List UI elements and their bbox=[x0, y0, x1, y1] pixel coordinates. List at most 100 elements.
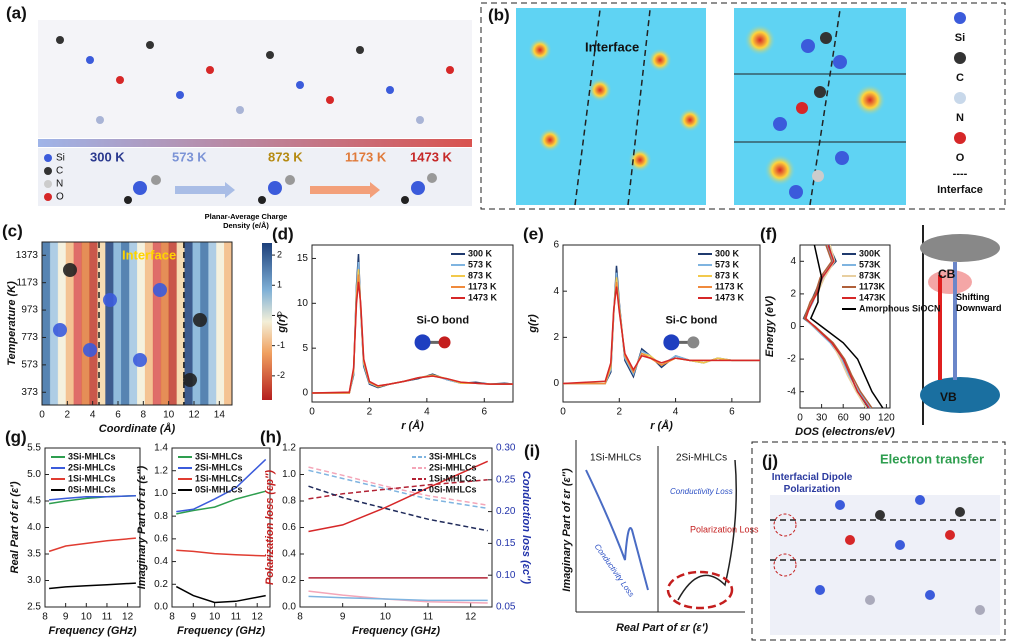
atoms bbox=[56, 36, 454, 124]
x-axis-label: Coordinate (Å) bbox=[99, 422, 176, 435]
y-tick-label: 1.4 bbox=[154, 443, 168, 454]
y-tick-label: 5 bbox=[302, 343, 308, 354]
series-line bbox=[176, 490, 266, 515]
y-tick-label: 5.5 bbox=[27, 443, 41, 454]
heatmap-stripe bbox=[49, 242, 59, 405]
colorbar-tick-label: -2 bbox=[277, 370, 285, 380]
y-tick-label: 4.5 bbox=[27, 496, 41, 507]
note: Polarization Loss bbox=[690, 524, 759, 534]
legend-label: 1Si-MHLCs bbox=[195, 473, 243, 483]
legend-label: 3Si-MHLCs bbox=[429, 451, 477, 461]
bond-icon bbox=[414, 334, 431, 351]
y-axis-label: Imaginary Part of εr (ε″) bbox=[561, 468, 573, 592]
y-tick-label: 1.2 bbox=[154, 465, 168, 476]
atom bbox=[133, 353, 147, 367]
y-tick-label: 3.5 bbox=[27, 549, 41, 560]
heatmap-stripe bbox=[113, 242, 122, 405]
series-line bbox=[308, 595, 488, 602]
series-line bbox=[809, 244, 884, 409]
legend-label: 1173 K bbox=[468, 281, 497, 291]
y-tick-label: 0.0 bbox=[282, 602, 296, 613]
atom bbox=[103, 293, 117, 307]
series-line bbox=[311, 281, 513, 394]
heatmap-stripe bbox=[160, 242, 170, 405]
temperature: 300 K bbox=[90, 149, 125, 164]
y2-axis-label: Conduction loss (εc″) bbox=[520, 471, 532, 585]
annotation: Si-C bond bbox=[665, 314, 717, 326]
x-tick-label: 0 bbox=[797, 413, 803, 424]
temperature: 1473 K bbox=[410, 149, 453, 164]
heatmap-stripe bbox=[121, 242, 130, 405]
bond-icon bbox=[438, 336, 451, 349]
heatmap-stripe bbox=[208, 242, 217, 405]
x-tick-label: 10 bbox=[209, 612, 221, 623]
x-tick-label: 0 bbox=[39, 410, 45, 421]
y2-tick-label: 0.30 bbox=[496, 443, 516, 454]
heatmap-stripe bbox=[81, 242, 90, 405]
legend-label: 3Si-MHLCs bbox=[68, 451, 116, 461]
y-tick-label: 773 bbox=[21, 332, 38, 343]
y-tick-label: 1373 bbox=[16, 250, 39, 261]
plot-frame bbox=[41, 241, 233, 406]
panel-label: (h) bbox=[260, 427, 282, 446]
x-tick-label: 2 bbox=[65, 410, 71, 421]
legend-label: Amorphous SiOCN bbox=[859, 303, 941, 313]
y2-tick-label: 0.20 bbox=[496, 506, 516, 517]
colorbar-tick-label: 1 bbox=[277, 280, 282, 290]
series-line bbox=[48, 537, 136, 553]
legend-label: 0Si-MHLCs bbox=[429, 484, 477, 494]
y-tick-label: 4 bbox=[553, 286, 559, 297]
x-tick-label: 8 bbox=[42, 612, 48, 623]
x-tick-label: 9 bbox=[63, 612, 69, 623]
atom bbox=[53, 323, 67, 337]
heatmap-stripe bbox=[168, 242, 178, 405]
panel-label: (g) bbox=[5, 427, 27, 446]
panel-border bbox=[480, 2, 1006, 210]
x-tick-label: 8 bbox=[297, 612, 303, 623]
y-tick-label: -2 bbox=[787, 354, 796, 365]
temperature: 1173 K bbox=[345, 149, 387, 164]
x-tick-label: 8 bbox=[169, 612, 175, 623]
heatmap-stripe bbox=[129, 242, 138, 405]
vb-label: VB bbox=[940, 390, 957, 404]
note-box: Interfacial Dipole Polarization bbox=[772, 472, 853, 495]
y-tick-label: 573 bbox=[21, 360, 38, 371]
legend-label: ---- bbox=[953, 168, 968, 180]
legend-label: C bbox=[956, 72, 964, 84]
legend-label: 1473 K bbox=[715, 292, 745, 302]
x-tick-label: 10 bbox=[81, 612, 93, 623]
y2-tick-label: 0.15 bbox=[496, 538, 516, 549]
atom bbox=[183, 373, 197, 387]
y-axis-label: Polarization loss (εp″) bbox=[264, 470, 276, 585]
y-tick-label: 1.2 bbox=[282, 443, 296, 454]
x-tick-label: 12 bbox=[122, 612, 134, 623]
x-tick-label: 11 bbox=[231, 612, 242, 623]
plot-frame bbox=[311, 244, 514, 403]
x-tick-label: 12 bbox=[465, 612, 477, 623]
charge-map bbox=[516, 8, 706, 205]
band-scheme: CB VB Shifting Downward bbox=[920, 225, 1002, 425]
legend-label: 1473 K bbox=[468, 292, 498, 302]
y-axis-label: Temperature (K) bbox=[6, 281, 18, 366]
x-tick-label: 4 bbox=[424, 407, 430, 418]
y-tick-label: 0.0 bbox=[154, 602, 168, 613]
heatmap-stripe bbox=[42, 242, 51, 405]
sub-title: 2Si-MHLCs bbox=[676, 453, 727, 464]
y-tick-label: 0 bbox=[302, 388, 308, 399]
x-tick-label: 9 bbox=[340, 612, 346, 623]
legend-label: 2Si-MHLCs bbox=[429, 462, 477, 472]
x-tick-label: 10 bbox=[380, 612, 392, 623]
y-tick-label: 0.4 bbox=[282, 549, 296, 560]
atoms bbox=[773, 495, 985, 615]
title: Electron transfer bbox=[880, 451, 984, 466]
panel-label: (i) bbox=[524, 441, 540, 460]
panel-label: (f) bbox=[760, 224, 777, 243]
y-tick-label: 10 bbox=[297, 298, 309, 309]
annotation: Interface bbox=[585, 39, 639, 54]
temperature: 873 K bbox=[268, 149, 303, 164]
heatmap-stripe bbox=[65, 242, 75, 405]
y-tick-label: -4 bbox=[787, 386, 796, 397]
bond-icon bbox=[663, 334, 680, 351]
x-tick-label: 0 bbox=[309, 407, 315, 418]
